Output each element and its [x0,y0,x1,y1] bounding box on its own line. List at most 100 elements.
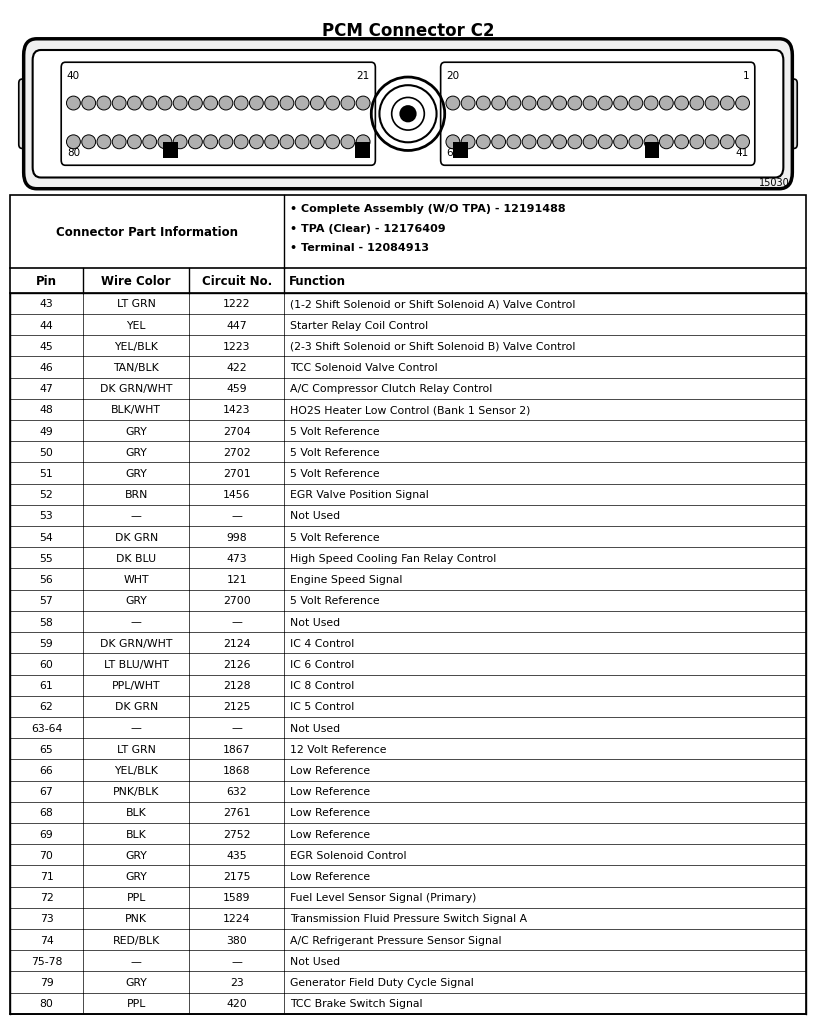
Ellipse shape [250,97,264,111]
Ellipse shape [264,136,278,150]
Text: 1: 1 [743,71,749,82]
Ellipse shape [188,97,202,111]
Text: 998: 998 [226,532,247,542]
Text: High Speed Cooling Fan Relay Control: High Speed Cooling Fan Relay Control [290,553,496,564]
Text: 43: 43 [40,299,53,309]
Text: BLK/WHT: BLK/WHT [111,405,162,415]
Ellipse shape [356,97,370,111]
Ellipse shape [173,97,187,111]
Text: 80: 80 [67,148,80,158]
Text: 46: 46 [40,363,53,373]
Text: 1867: 1867 [223,744,251,754]
Text: 632: 632 [226,787,247,797]
Text: EGR Solenoid Control: EGR Solenoid Control [290,850,406,860]
Text: 79: 79 [40,977,53,987]
Text: 21: 21 [357,71,370,82]
Ellipse shape [552,136,566,150]
Text: 71: 71 [40,871,53,881]
Ellipse shape [552,97,566,111]
Ellipse shape [250,136,264,150]
Text: 2752: 2752 [223,828,251,839]
Ellipse shape [158,97,172,111]
Text: 49: 49 [40,426,53,436]
Text: —: — [131,616,142,627]
Text: Generator Field Duty Cycle Signal: Generator Field Duty Cycle Signal [290,977,473,987]
Ellipse shape [204,136,218,150]
Text: 44: 44 [40,320,53,330]
Text: Not Used: Not Used [290,956,339,966]
Text: EGR Valve Position Signal: EGR Valve Position Signal [290,490,428,499]
Text: 69: 69 [40,828,53,839]
Ellipse shape [538,97,552,111]
Ellipse shape [735,97,749,111]
FancyBboxPatch shape [770,81,797,149]
Text: YEL/BLK: YEL/BLK [114,765,158,775]
Ellipse shape [310,136,324,150]
FancyBboxPatch shape [19,81,46,149]
Text: 48: 48 [40,405,53,415]
Ellipse shape [158,136,172,150]
Ellipse shape [97,136,111,150]
Text: GRY: GRY [126,447,147,458]
Text: 422: 422 [226,363,247,373]
Text: Not Used: Not Used [290,722,339,733]
Ellipse shape [477,97,490,111]
Ellipse shape [538,136,552,150]
Text: LT BLU/WHT: LT BLU/WHT [104,659,169,669]
Ellipse shape [705,136,719,150]
Text: —: — [231,722,242,733]
Ellipse shape [326,136,339,150]
Ellipse shape [583,136,597,150]
Text: Connector Part Information: Connector Part Information [55,226,238,238]
Text: Function: Function [289,275,346,287]
Ellipse shape [310,97,324,111]
Ellipse shape [280,97,294,111]
Text: GRY: GRY [126,977,147,987]
Text: 73: 73 [40,914,53,923]
Text: GRY: GRY [126,596,147,605]
Text: 5 Volt Reference: 5 Volt Reference [290,596,379,605]
Ellipse shape [143,136,157,150]
Text: 75-78: 75-78 [31,956,62,966]
Text: Low Reference: Low Reference [290,787,370,797]
Text: DK GRN: DK GRN [114,532,158,542]
FancyBboxPatch shape [441,63,755,166]
Text: 1456: 1456 [223,490,251,499]
Text: PPL: PPL [126,999,146,1009]
Text: (2-3 Shift Solenoid or Shift Solenoid B) Valve Control: (2-3 Shift Solenoid or Shift Solenoid B)… [290,341,575,352]
Text: HO2S Heater Low Control (Bank 1 Sensor 2): HO2S Heater Low Control (Bank 1 Sensor 2… [290,405,530,415]
Text: 56: 56 [40,575,53,585]
Ellipse shape [127,97,141,111]
Text: 1224: 1224 [223,914,251,923]
Text: 62: 62 [40,702,53,711]
Text: 5 Volt Reference: 5 Volt Reference [290,532,379,542]
Bar [10,196,806,1014]
Text: —: — [231,956,242,966]
Text: 473: 473 [226,553,247,564]
Text: 15030: 15030 [759,177,790,187]
Text: 55: 55 [40,553,53,564]
Text: BLK: BLK [126,828,147,839]
Text: GRY: GRY [126,850,147,860]
Text: 2125: 2125 [223,702,251,711]
Ellipse shape [477,136,490,150]
Text: 68: 68 [40,808,53,817]
Text: 1868: 1868 [223,765,251,775]
Ellipse shape [401,108,415,121]
Ellipse shape [659,136,673,150]
Text: Low Reference: Low Reference [290,828,370,839]
Ellipse shape [280,136,294,150]
Text: GRY: GRY [126,426,147,436]
Text: Not Used: Not Used [290,511,339,521]
Text: —: — [231,511,242,521]
Text: DK GRN/WHT: DK GRN/WHT [100,638,172,648]
Ellipse shape [659,97,673,111]
Ellipse shape [629,97,643,111]
Text: TAN/BLK: TAN/BLK [113,363,159,373]
Text: IC 8 Control: IC 8 Control [290,681,354,691]
Text: 5 Volt Reference: 5 Volt Reference [290,447,379,458]
Text: 2702: 2702 [223,447,251,458]
Text: 2701: 2701 [223,469,251,479]
Ellipse shape [522,136,536,150]
Ellipse shape [234,136,248,150]
